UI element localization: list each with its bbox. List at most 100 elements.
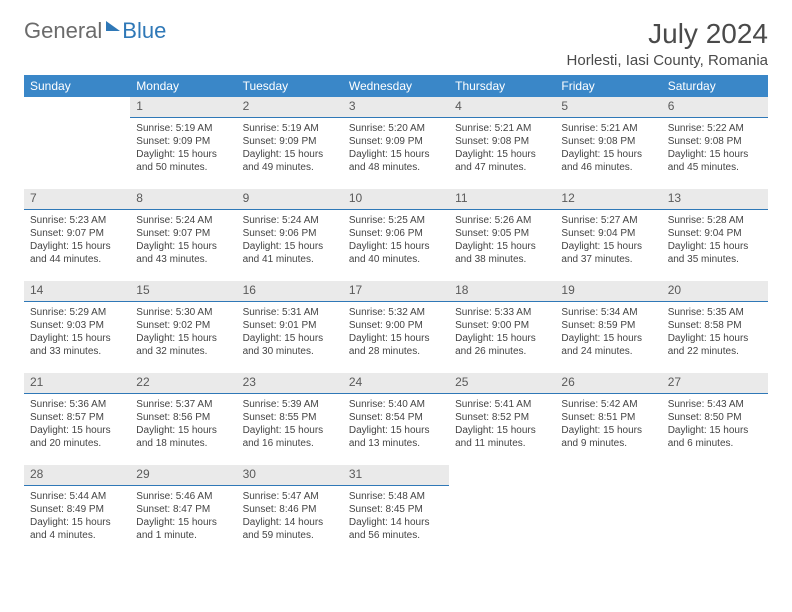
calendar-cell: 22Sunrise: 5:37 AMSunset: 8:56 PMDayligh… — [130, 373, 236, 465]
daylight-text: Daylight: 15 hours and 1 minute. — [136, 516, 230, 542]
sunset-text: Sunset: 8:59 PM — [561, 319, 655, 332]
day-number: 1 — [130, 97, 236, 118]
day-number: 25 — [449, 373, 555, 394]
sunset-text: Sunset: 9:06 PM — [349, 227, 443, 240]
sunset-text: Sunset: 8:45 PM — [349, 503, 443, 516]
sunset-text: Sunset: 9:07 PM — [136, 227, 230, 240]
calendar-cell — [662, 465, 768, 557]
daylight-text: Daylight: 15 hours and 45 minutes. — [668, 148, 762, 174]
day-number: 23 — [237, 373, 343, 394]
day-details: Sunrise: 5:28 AMSunset: 9:04 PMDaylight:… — [662, 210, 768, 270]
sunrise-text: Sunrise: 5:32 AM — [349, 306, 443, 319]
logo-triangle-icon — [106, 21, 120, 31]
daylight-text: Daylight: 14 hours and 56 minutes. — [349, 516, 443, 542]
daylight-text: Daylight: 15 hours and 4 minutes. — [30, 516, 124, 542]
day-number: 27 — [662, 373, 768, 394]
sunrise-text: Sunrise: 5:46 AM — [136, 490, 230, 503]
daylight-text: Daylight: 15 hours and 20 minutes. — [30, 424, 124, 450]
calendar-cell: 7Sunrise: 5:23 AMSunset: 9:07 PMDaylight… — [24, 189, 130, 281]
sunrise-text: Sunrise: 5:40 AM — [349, 398, 443, 411]
day-details: Sunrise: 5:41 AMSunset: 8:52 PMDaylight:… — [449, 394, 555, 454]
calendar-cell: 1Sunrise: 5:19 AMSunset: 9:09 PMDaylight… — [130, 97, 236, 189]
sunset-text: Sunset: 9:00 PM — [349, 319, 443, 332]
day-number: 12 — [555, 189, 661, 210]
calendar-cell: 29Sunrise: 5:46 AMSunset: 8:47 PMDayligh… — [130, 465, 236, 557]
day-number: 17 — [343, 281, 449, 302]
sunrise-text: Sunrise: 5:48 AM — [349, 490, 443, 503]
day-details: Sunrise: 5:25 AMSunset: 9:06 PMDaylight:… — [343, 210, 449, 270]
calendar-week-row: 28Sunrise: 5:44 AMSunset: 8:49 PMDayligh… — [24, 465, 768, 557]
sunset-text: Sunset: 9:08 PM — [668, 135, 762, 148]
day-number: 19 — [555, 281, 661, 302]
day-number: 13 — [662, 189, 768, 210]
day-details: Sunrise: 5:27 AMSunset: 9:04 PMDaylight:… — [555, 210, 661, 270]
daylight-text: Daylight: 15 hours and 35 minutes. — [668, 240, 762, 266]
calendar-cell: 3Sunrise: 5:20 AMSunset: 9:09 PMDaylight… — [343, 97, 449, 189]
calendar-week-row: 7Sunrise: 5:23 AMSunset: 9:07 PMDaylight… — [24, 189, 768, 281]
day-number: 15 — [130, 281, 236, 302]
day-details: Sunrise: 5:22 AMSunset: 9:08 PMDaylight:… — [662, 118, 768, 178]
day-details: Sunrise: 5:19 AMSunset: 9:09 PMDaylight:… — [130, 118, 236, 178]
daylight-text: Daylight: 15 hours and 47 minutes. — [455, 148, 549, 174]
sunset-text: Sunset: 9:00 PM — [455, 319, 549, 332]
calendar-header-row: SundayMondayTuesdayWednesdayThursdayFrid… — [24, 75, 768, 97]
page-subtitle: Horlesti, Iasi County, Romania — [567, 52, 768, 69]
day-details: Sunrise: 5:47 AMSunset: 8:46 PMDaylight:… — [237, 486, 343, 546]
day-details: Sunrise: 5:24 AMSunset: 9:07 PMDaylight:… — [130, 210, 236, 270]
day-number: 22 — [130, 373, 236, 394]
day-number: 18 — [449, 281, 555, 302]
daylight-text: Daylight: 15 hours and 40 minutes. — [349, 240, 443, 266]
weekday-header: Thursday — [449, 75, 555, 97]
day-number: 20 — [662, 281, 768, 302]
weekday-header: Saturday — [662, 75, 768, 97]
day-number: 24 — [343, 373, 449, 394]
daylight-text: Daylight: 15 hours and 30 minutes. — [243, 332, 337, 358]
sunrise-text: Sunrise: 5:33 AM — [455, 306, 549, 319]
day-number: 9 — [237, 189, 343, 210]
sunrise-text: Sunrise: 5:27 AM — [561, 214, 655, 227]
calendar-cell: 30Sunrise: 5:47 AMSunset: 8:46 PMDayligh… — [237, 465, 343, 557]
sunset-text: Sunset: 8:54 PM — [349, 411, 443, 424]
day-number: 10 — [343, 189, 449, 210]
calendar-cell: 26Sunrise: 5:42 AMSunset: 8:51 PMDayligh… — [555, 373, 661, 465]
sunset-text: Sunset: 9:09 PM — [349, 135, 443, 148]
calendar-cell: 27Sunrise: 5:43 AMSunset: 8:50 PMDayligh… — [662, 373, 768, 465]
day-details: Sunrise: 5:21 AMSunset: 9:08 PMDaylight:… — [555, 118, 661, 178]
sunset-text: Sunset: 9:08 PM — [561, 135, 655, 148]
day-number: 11 — [449, 189, 555, 210]
sunrise-text: Sunrise: 5:44 AM — [30, 490, 124, 503]
day-details: Sunrise: 5:44 AMSunset: 8:49 PMDaylight:… — [24, 486, 130, 546]
day-details: Sunrise: 5:43 AMSunset: 8:50 PMDaylight:… — [662, 394, 768, 454]
sunset-text: Sunset: 9:04 PM — [668, 227, 762, 240]
sunset-text: Sunset: 9:05 PM — [455, 227, 549, 240]
sunset-text: Sunset: 8:49 PM — [30, 503, 124, 516]
sunrise-text: Sunrise: 5:19 AM — [243, 122, 337, 135]
sunrise-text: Sunrise: 5:47 AM — [243, 490, 337, 503]
sunset-text: Sunset: 8:46 PM — [243, 503, 337, 516]
daylight-text: Daylight: 15 hours and 37 minutes. — [561, 240, 655, 266]
calendar-cell: 6Sunrise: 5:22 AMSunset: 9:08 PMDaylight… — [662, 97, 768, 189]
calendar-cell: 25Sunrise: 5:41 AMSunset: 8:52 PMDayligh… — [449, 373, 555, 465]
sunrise-text: Sunrise: 5:24 AM — [243, 214, 337, 227]
calendar-cell: 20Sunrise: 5:35 AMSunset: 8:58 PMDayligh… — [662, 281, 768, 373]
sunrise-text: Sunrise: 5:42 AM — [561, 398, 655, 411]
day-number: 5 — [555, 97, 661, 118]
day-number: 21 — [24, 373, 130, 394]
day-details: Sunrise: 5:29 AMSunset: 9:03 PMDaylight:… — [24, 302, 130, 362]
calendar-cell — [449, 465, 555, 557]
sunset-text: Sunset: 9:09 PM — [243, 135, 337, 148]
day-number: 31 — [343, 465, 449, 486]
page-header: General Blue July 2024 Horlesti, Iasi Co… — [24, 18, 768, 69]
daylight-text: Daylight: 15 hours and 18 minutes. — [136, 424, 230, 450]
day-details: Sunrise: 5:31 AMSunset: 9:01 PMDaylight:… — [237, 302, 343, 362]
weekday-header: Monday — [130, 75, 236, 97]
day-number: 3 — [343, 97, 449, 118]
daylight-text: Daylight: 15 hours and 50 minutes. — [136, 148, 230, 174]
day-details: Sunrise: 5:24 AMSunset: 9:06 PMDaylight:… — [237, 210, 343, 270]
logo-text-2: Blue — [122, 18, 166, 44]
day-number: 6 — [662, 97, 768, 118]
day-details: Sunrise: 5:32 AMSunset: 9:00 PMDaylight:… — [343, 302, 449, 362]
calendar-cell: 21Sunrise: 5:36 AMSunset: 8:57 PMDayligh… — [24, 373, 130, 465]
daylight-text: Daylight: 15 hours and 9 minutes. — [561, 424, 655, 450]
sunset-text: Sunset: 8:56 PM — [136, 411, 230, 424]
